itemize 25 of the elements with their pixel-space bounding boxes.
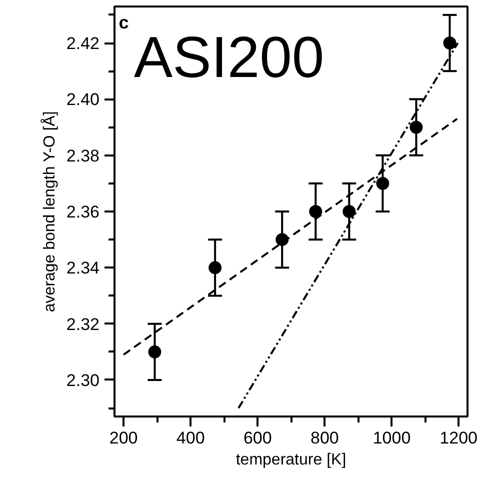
x-tick-label: 800 [310, 428, 339, 448]
point [443, 36, 456, 50]
y-axis-title: average bond length Y-O [Å] [40, 111, 58, 312]
x-axis-title: temperature [K] [236, 452, 346, 468]
point [148, 345, 162, 358]
point [342, 205, 356, 218]
x-tick-label: 400 [176, 428, 205, 448]
annotation: c [118, 12, 129, 33]
point [276, 233, 289, 246]
y-tick-label: 2.36 [66, 202, 100, 222]
point [309, 205, 322, 218]
point [410, 120, 423, 134]
annotation: ASI200 [134, 24, 324, 90]
x-tick-label: 1200 [440, 428, 477, 448]
x-tick-label: 200 [109, 428, 138, 448]
x-tick-label: 1000 [372, 428, 411, 448]
y-tick-label: 2.38 [66, 146, 100, 166]
y-tick-label: 2.34 [66, 258, 100, 278]
x-tick-label: 600 [243, 428, 272, 448]
y-tick-label: 2.42 [66, 34, 100, 54]
text: 2.30 [66, 370, 100, 390]
y-tick-label: 2.32 [66, 314, 100, 334]
y-tick-label: 2.40 [66, 90, 100, 110]
point [208, 261, 222, 274]
point [376, 176, 390, 190]
